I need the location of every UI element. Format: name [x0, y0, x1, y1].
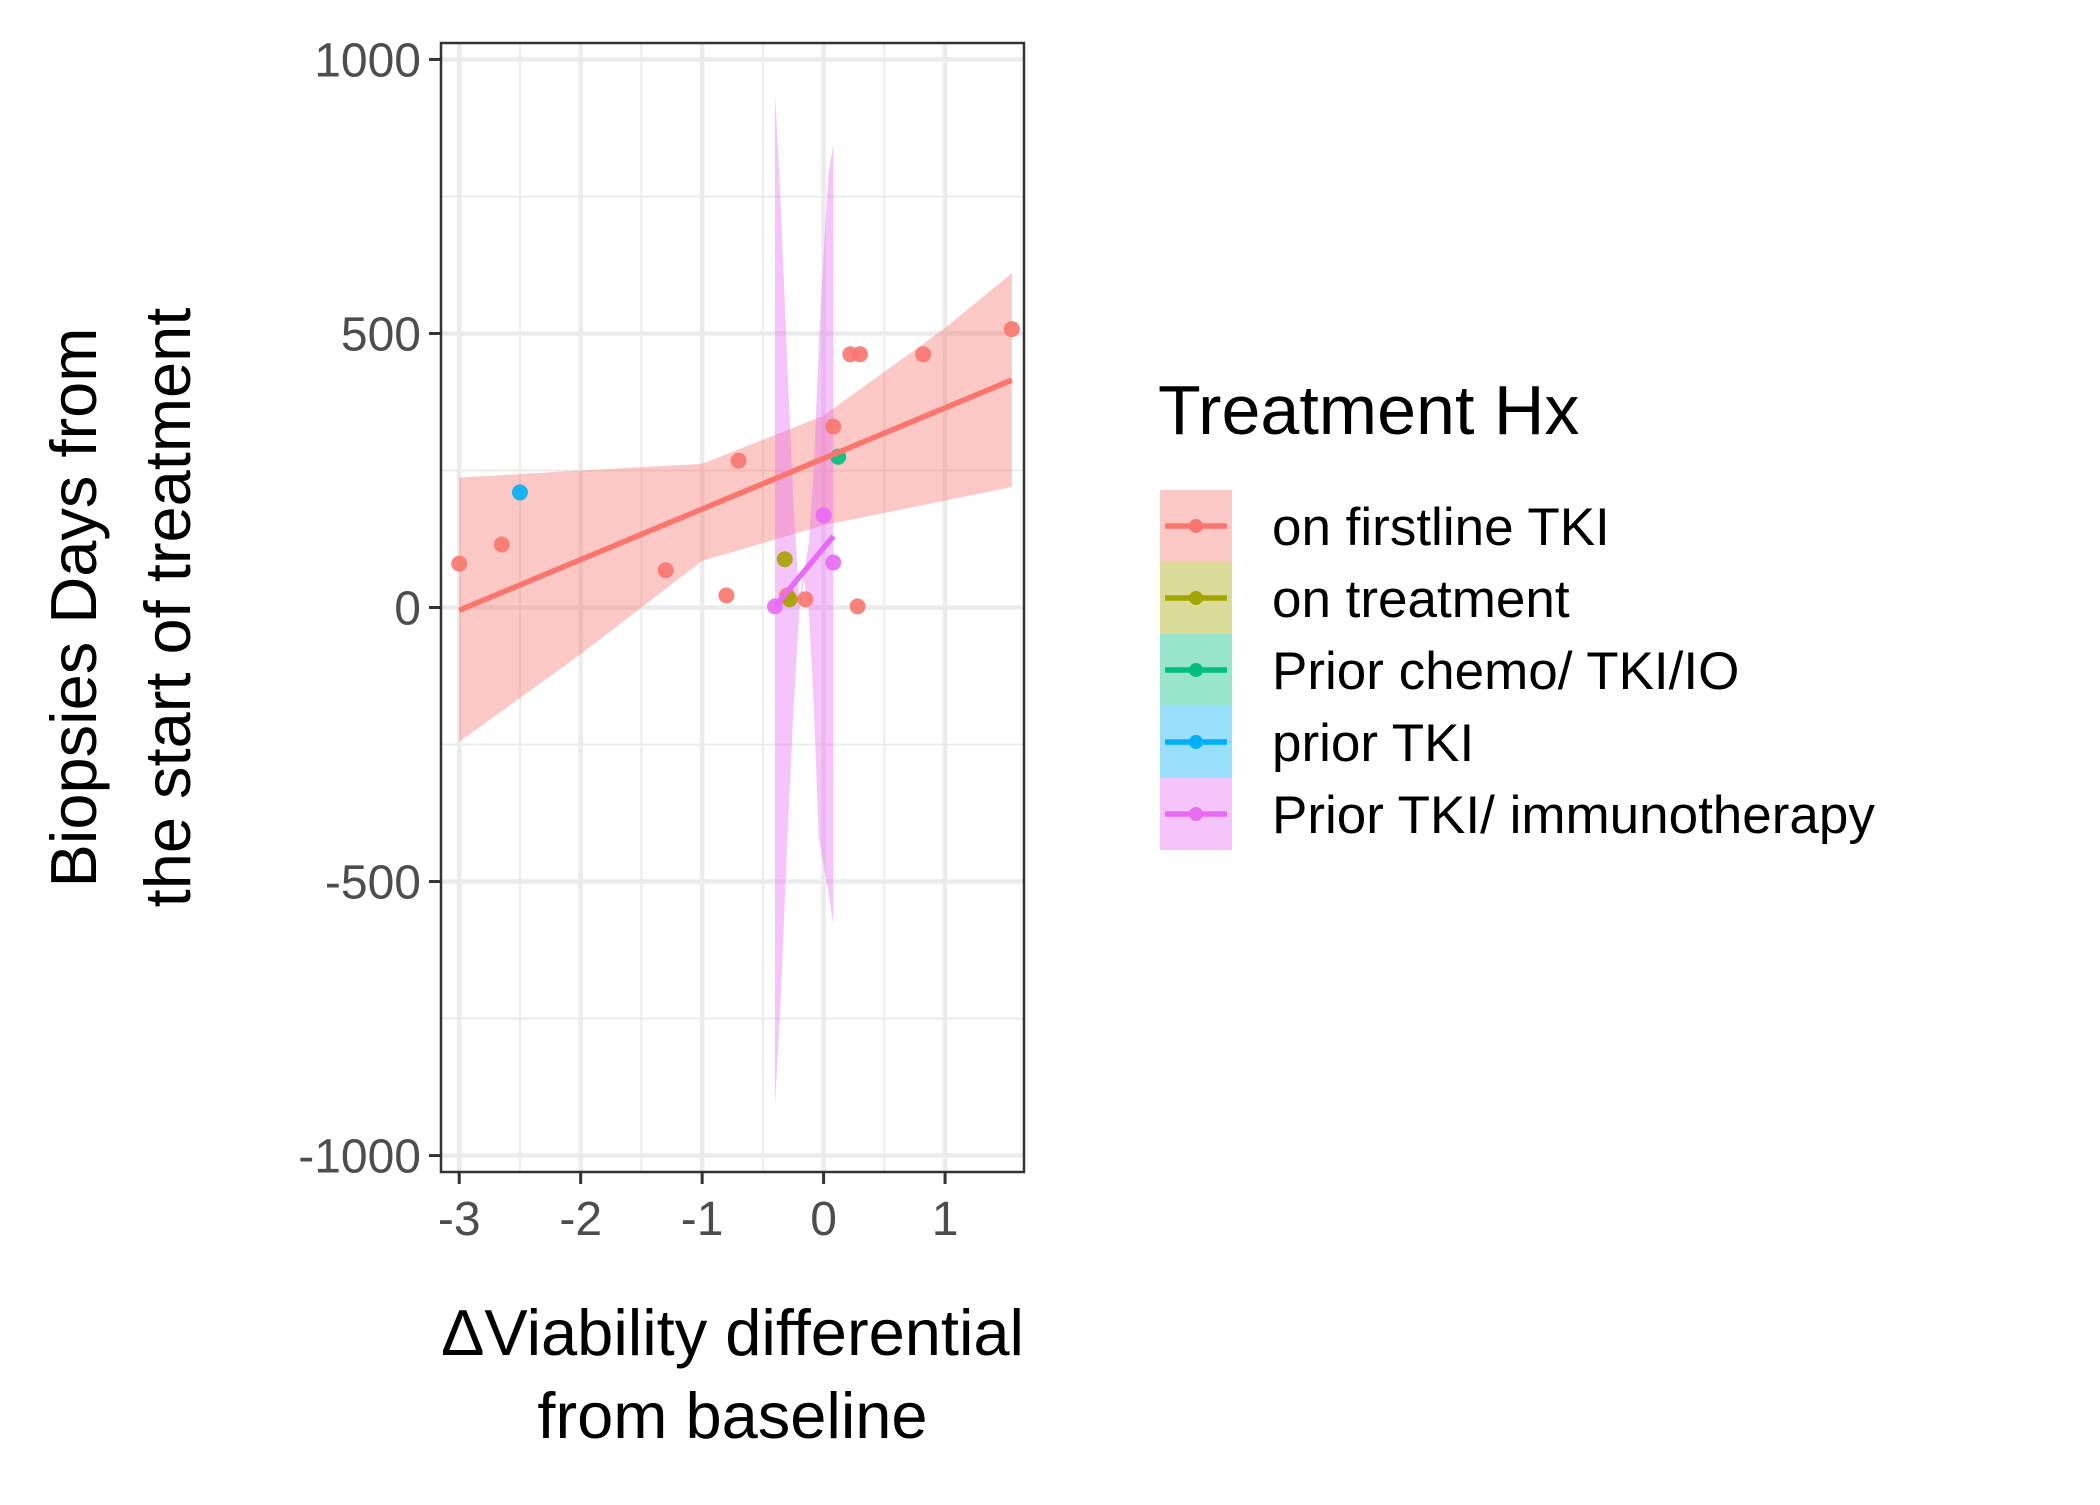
y-tick-label: -1000 — [298, 1131, 421, 1184]
legend-label: Prior TKI/ immunotherapy — [1272, 786, 1875, 845]
regression-line — [772, 534, 836, 609]
legend-key-point — [1189, 663, 1203, 677]
y-tick-label: 0 — [394, 583, 421, 636]
data-point — [493, 536, 510, 553]
data-point — [451, 555, 468, 572]
y-tick-label: 500 — [341, 308, 421, 361]
y-tick-label: 1000 — [314, 34, 421, 87]
x-axis-title-line-2: from baseline — [537, 1379, 927, 1452]
data-point — [797, 591, 814, 608]
x-axis-title-line-1: ΔViability differential — [441, 1296, 1024, 1369]
regression-line — [458, 377, 1013, 613]
data-point — [849, 598, 866, 615]
legend-label: prior TKI — [1272, 714, 1474, 773]
data-point — [825, 418, 842, 435]
legend-label: on treatment — [1272, 570, 1570, 629]
data-point — [776, 551, 793, 568]
legend-key-point — [1189, 807, 1203, 821]
data-point — [511, 484, 528, 501]
data-point — [825, 554, 842, 571]
confidence-band — [459, 273, 1012, 742]
data-point — [730, 452, 747, 469]
data-point — [852, 346, 869, 363]
axes: -3 -2 -1 0 1 -1000 -500 0 500 1000 ΔViability diff… — [37, 34, 1024, 1452]
x-tick-label: -2 — [559, 1193, 602, 1246]
plot-panel — [439, 41, 1026, 1174]
legend-title: Treatment Hx — [1158, 371, 1579, 449]
legend: Treatment Hx on firstline TKI on treatment… — [1158, 371, 1875, 850]
data-point — [1003, 321, 1020, 338]
x-tick-label: 0 — [810, 1193, 837, 1246]
y-tick-label: -500 — [325, 857, 421, 910]
legend-label: on firstline TKI — [1272, 498, 1610, 557]
y-axis-title-line-1: Biopsies Days from — [37, 328, 110, 888]
legend-key-point — [1189, 591, 1203, 605]
x-tick-label: -1 — [681, 1193, 724, 1246]
data-point — [915, 346, 932, 363]
data-point — [657, 562, 674, 579]
legend-label: Prior chemo/ TKI/IO — [1272, 642, 1739, 701]
y-axis-title-line-2: the start of treatment — [131, 308, 204, 908]
legend-key-point — [1189, 519, 1203, 533]
x-tick-label: 1 — [932, 1193, 959, 1246]
data-point — [718, 587, 735, 604]
x-tick-label: -3 — [438, 1193, 481, 1246]
data-point — [815, 507, 832, 524]
legend-key-point — [1189, 735, 1203, 749]
